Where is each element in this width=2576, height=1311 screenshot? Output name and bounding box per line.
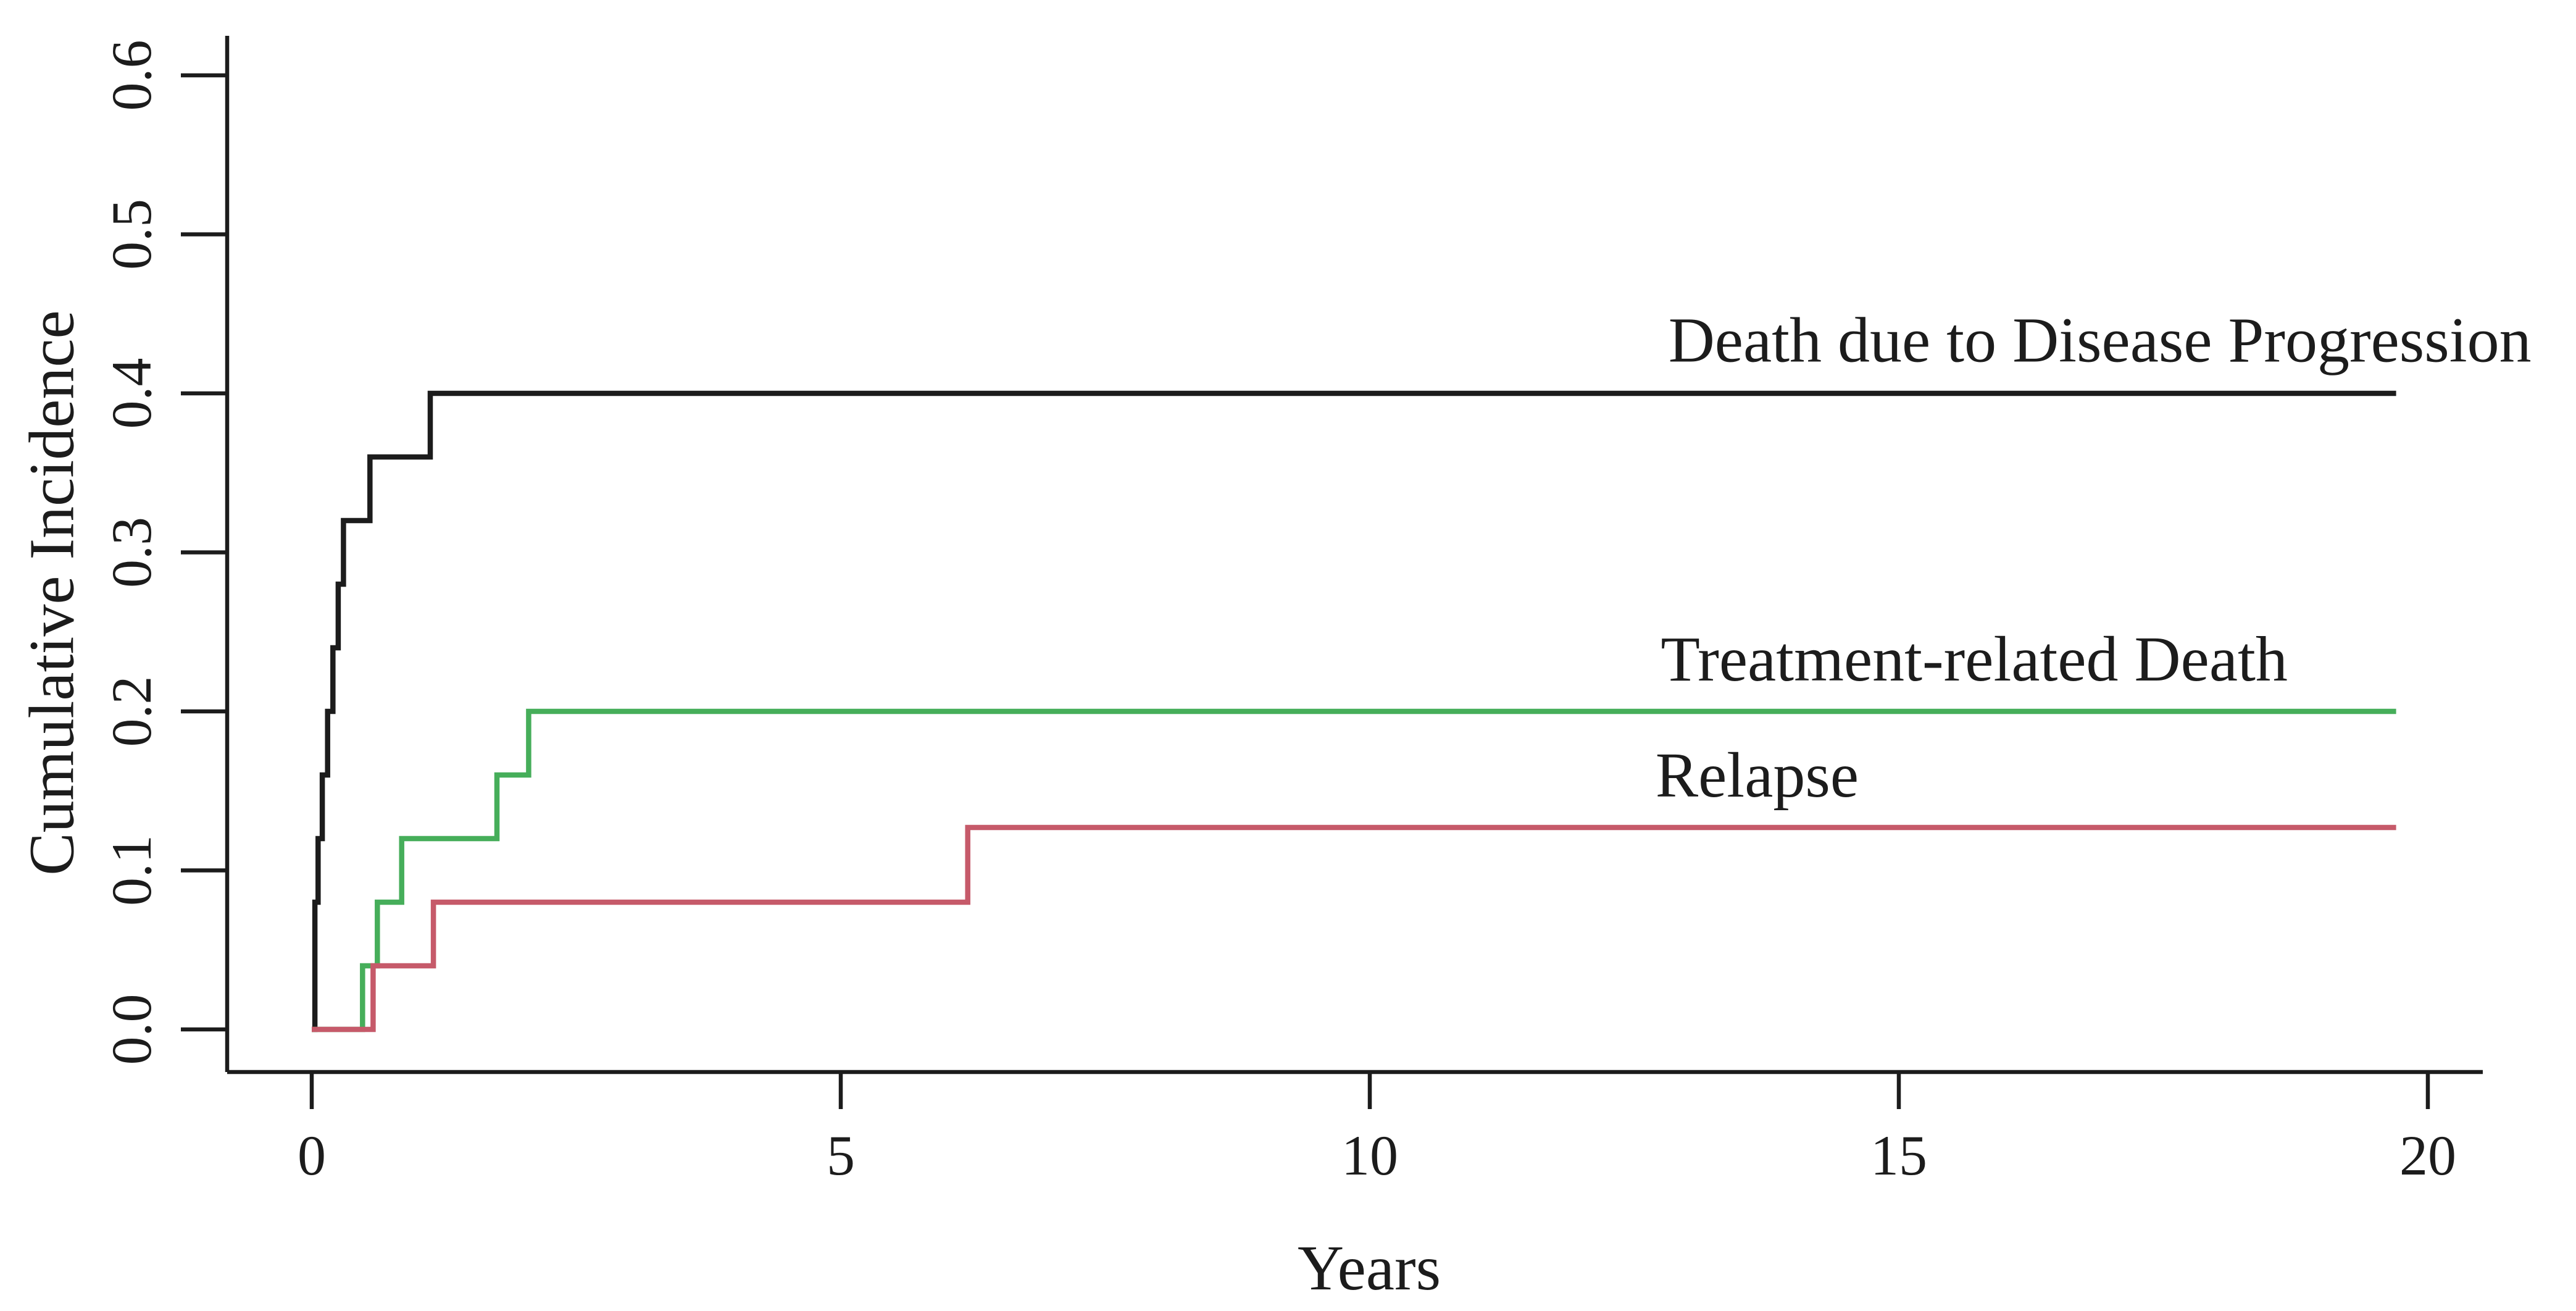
x-tick-label-15: 15 [1870, 1124, 1927, 1187]
y-tick-label-0.4: 0.4 [100, 358, 163, 429]
series-line-death-due-to-disease-progression [312, 390, 2396, 1032]
x-tick-label-20: 20 [2399, 1124, 2456, 1187]
y-tick-label-0.0: 0.0 [100, 994, 163, 1065]
y-tick-label-0.1: 0.1 [100, 835, 163, 906]
y-tick-label-0.6: 0.6 [100, 40, 163, 111]
x-tick-label-10: 10 [1341, 1124, 1398, 1187]
y-tick-label-0.3: 0.3 [100, 517, 163, 588]
series-line-relapse [312, 824, 2396, 1032]
x-axis-title: Years [1298, 1233, 1441, 1304]
x-tick-label-5: 5 [827, 1124, 855, 1187]
y-axis-title: Cumulative Incidence [16, 310, 87, 875]
series-label-treatment-related-death: Treatment-related Death [1661, 624, 2288, 695]
series-label-death-due-to-disease-progression: Death due to Disease Progression [1669, 305, 2532, 376]
y-tick-label-0.2: 0.2 [100, 676, 163, 747]
series-label-relapse: Relapse [1656, 740, 1859, 811]
series-line-treatment-related-death [312, 708, 2396, 1032]
y-tick-label-0.5: 0.5 [100, 199, 163, 270]
x-tick-label-0: 0 [298, 1124, 326, 1187]
